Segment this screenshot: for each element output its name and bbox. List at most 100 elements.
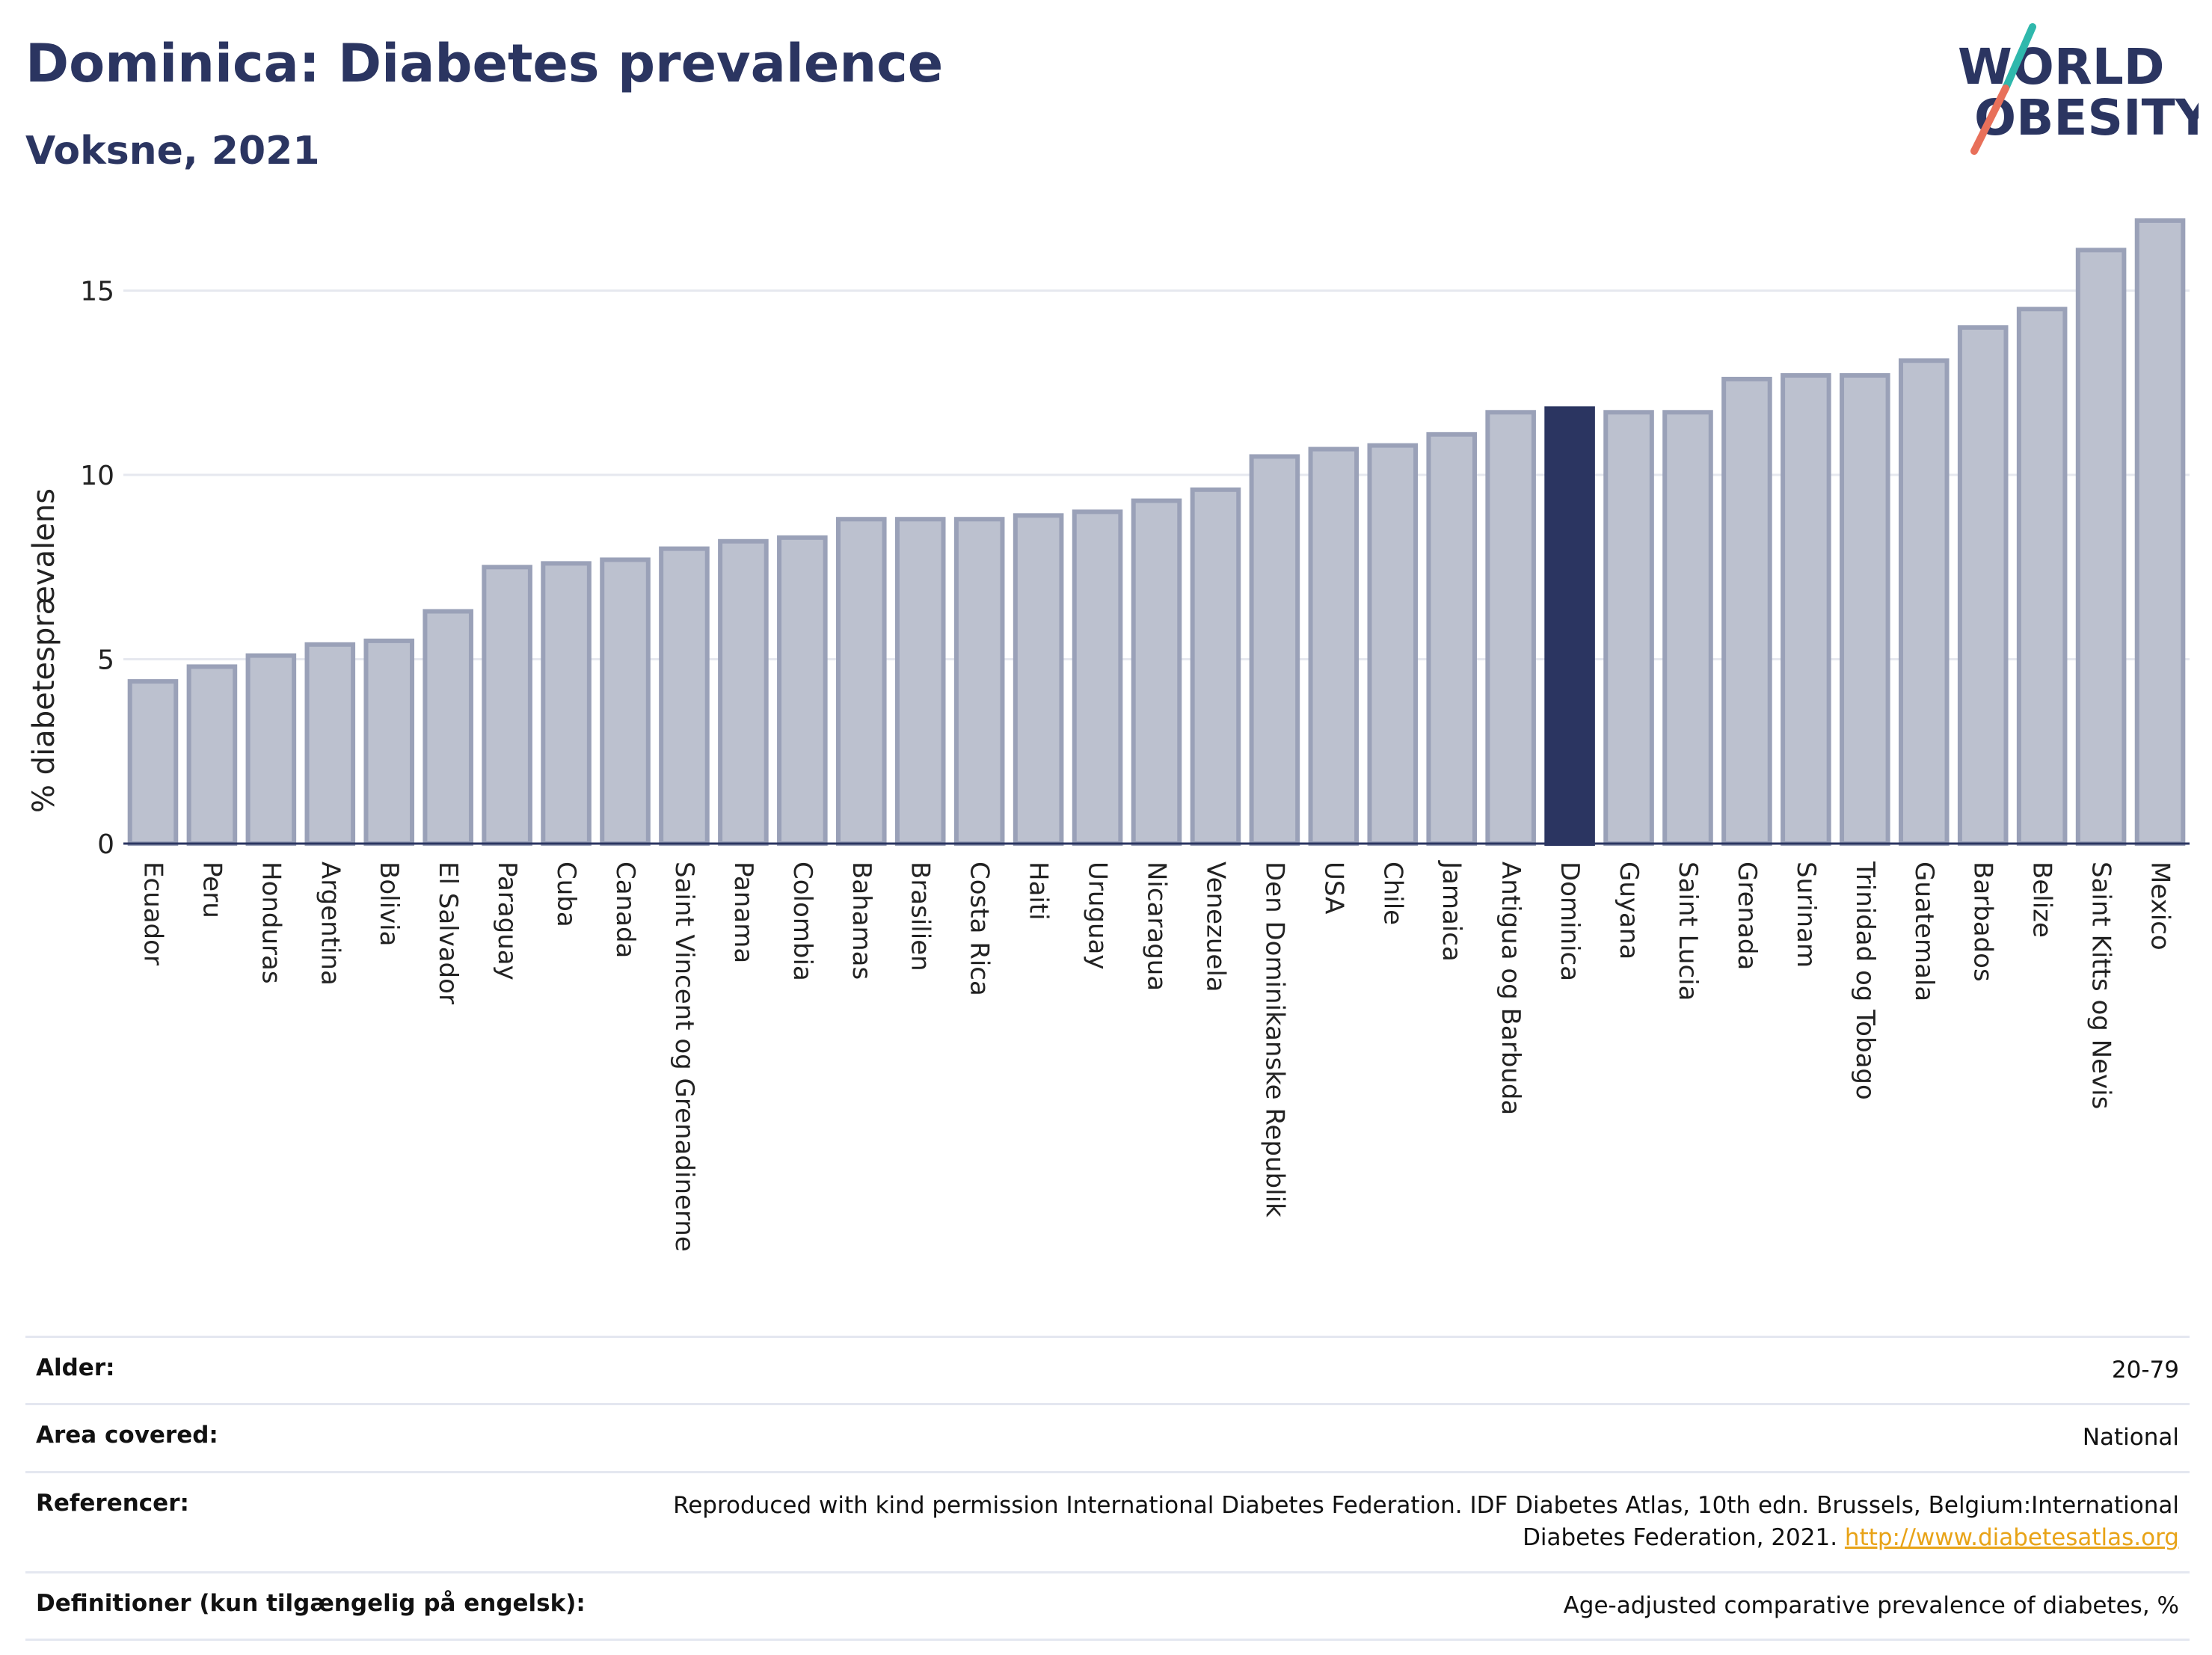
x-tick-label: USA bbox=[1318, 862, 1348, 914]
x-tick-label: El Salvador bbox=[433, 862, 463, 1004]
world-obesity-logo: WORLD OBESITY bbox=[1958, 23, 2199, 155]
bar-venezuela[interactable] bbox=[1190, 487, 1241, 847]
bar-canada[interactable] bbox=[600, 557, 651, 846]
bar-brasilien[interactable] bbox=[894, 517, 946, 847]
x-tick-label: Paraguay bbox=[492, 862, 522, 980]
logo-line1: WORLD bbox=[1958, 38, 2165, 96]
x-tick-label: Guyana bbox=[1614, 862, 1644, 959]
bar-mexico[interactable] bbox=[2134, 218, 2186, 847]
bar-haiti[interactable] bbox=[1013, 513, 1064, 846]
x-tick-label: Nicaragua bbox=[1142, 862, 1172, 991]
bar-dominica[interactable] bbox=[1544, 406, 1595, 846]
meta-row-area: Area covered: National bbox=[25, 1403, 2190, 1470]
x-tick-label: Panama bbox=[728, 862, 758, 963]
bar-ecuador[interactable] bbox=[127, 679, 179, 847]
x-tick-label: Argentina bbox=[315, 862, 345, 986]
bar-belize[interactable] bbox=[2016, 307, 2068, 846]
x-tick-label: Trinidad og Tobago bbox=[1850, 861, 1880, 1100]
x-tick-label: Grenada bbox=[1732, 862, 1762, 970]
x-tick-label: Colombia bbox=[787, 862, 817, 981]
definitions-value: Age-adjusted comparative prevalence of d… bbox=[1563, 1591, 2179, 1619]
logo-line2: OBESITY bbox=[1974, 89, 2199, 147]
x-tick-label: Chile bbox=[1377, 862, 1407, 925]
references-text: Reproduced with kind permission Internat… bbox=[673, 1491, 2179, 1552]
chart-title: Dominica: Diabetes prevalence bbox=[25, 33, 944, 94]
bar-saint-vincent-og-grenadinerne[interactable] bbox=[659, 546, 710, 846]
bar-chart: 0 5 10 15 Ecuador Peru Honduras Argentina Boliv… bbox=[27, 218, 2190, 1252]
x-tick-label: Surinam bbox=[1791, 862, 1821, 968]
metadata-table: Alder: 20-79 Area covered: National Refe… bbox=[25, 1336, 2190, 1641]
y-axis-title: % diabetesprævalens bbox=[27, 488, 61, 813]
y-tick-label: 5 bbox=[97, 645, 114, 676]
meta-row-references: Referencer: Reproduced with kind permiss… bbox=[25, 1470, 2190, 1571]
bar-saint-lucia[interactable] bbox=[1662, 410, 1713, 846]
x-tick-label: Antigua og Barbuda bbox=[1496, 862, 1526, 1115]
chart-subtitle: Voksne, 2021 bbox=[25, 129, 320, 174]
x-tick-label: Venezuela bbox=[1200, 862, 1230, 992]
bar-peru[interactable] bbox=[186, 664, 238, 847]
bar-el-salvador[interactable] bbox=[423, 609, 473, 847]
references-value: Reproduced with kind permission Internat… bbox=[609, 1490, 2179, 1555]
bar-jamaica[interactable] bbox=[1426, 432, 1478, 846]
x-tick-label: Ecuador bbox=[138, 862, 168, 965]
bar-bahamas[interactable] bbox=[835, 517, 887, 847]
bar-surinam[interactable] bbox=[1781, 372, 1831, 846]
definitions-label: Definitioner (kun tilgængelig på engelsk… bbox=[36, 1589, 586, 1617]
references-label: Referencer: bbox=[36, 1489, 189, 1517]
x-tick-label: Saint Lucia bbox=[1673, 862, 1703, 1001]
x-tick-label: Cuba bbox=[551, 862, 581, 927]
x-tick-label: Jamaica bbox=[1437, 860, 1466, 962]
bar-argentina[interactable] bbox=[304, 642, 356, 846]
x-tick-label: Honduras bbox=[256, 862, 286, 984]
area-label: Area covered: bbox=[36, 1422, 218, 1449]
bar-bolivia[interactable] bbox=[363, 638, 415, 846]
x-tick-label: Peru bbox=[197, 862, 227, 918]
x-tick-label: Uruguay bbox=[1083, 862, 1113, 970]
bar-guyana[interactable] bbox=[1603, 410, 1654, 846]
bar-costa-rica[interactable] bbox=[953, 517, 1005, 847]
y-tick-label: 15 bbox=[80, 277, 114, 307]
bar-grenada[interactable] bbox=[1721, 376, 1772, 846]
bar-cuba[interactable] bbox=[541, 561, 592, 846]
x-tick-label: Mexico bbox=[2145, 862, 2175, 951]
bar-barbados[interactable] bbox=[1957, 325, 2009, 847]
y-tick-label: 0 bbox=[97, 829, 114, 860]
meta-row-definitions: Definitioner (kun tilgængelig på engelsk… bbox=[25, 1570, 2190, 1641]
x-tick-label: Barbados bbox=[1968, 862, 1998, 982]
bar-nicaragua[interactable] bbox=[1131, 498, 1182, 846]
references-link[interactable]: http://www.diabetesatlas.org bbox=[1844, 1524, 2179, 1552]
x-tick-label: Den Dominikanske Republik bbox=[1259, 862, 1289, 1218]
bar-uruguay[interactable] bbox=[1072, 509, 1123, 847]
bar-den-dominikanske-republik[interactable] bbox=[1249, 454, 1300, 846]
meta-row-age: Alder: 20-79 bbox=[25, 1336, 2190, 1403]
x-tick-label: Brasilien bbox=[906, 862, 936, 971]
bar-usa[interactable] bbox=[1308, 446, 1360, 846]
bar-guatemala[interactable] bbox=[1898, 358, 1950, 846]
area-value: National bbox=[2082, 1424, 2179, 1452]
x-tick-label: Guatemala bbox=[1909, 862, 1939, 1001]
bars bbox=[127, 218, 2186, 847]
bar-honduras[interactable] bbox=[245, 653, 297, 846]
x-tick-label: Canada bbox=[610, 862, 640, 958]
bar-chile[interactable] bbox=[1367, 443, 1419, 846]
x-tick-label: Costa Rica bbox=[965, 862, 995, 996]
x-tick-label: Saint Vincent og Grenadinerne bbox=[669, 862, 699, 1252]
age-value: 20-79 bbox=[2111, 1357, 2179, 1384]
y-tick-label: 10 bbox=[80, 461, 114, 491]
bar-trinidad-og-tobago[interactable] bbox=[1840, 372, 1890, 846]
logo-slash-teal bbox=[2002, 23, 2036, 92]
bar-saint-kitts-og-nevis[interactable] bbox=[2075, 248, 2127, 847]
x-tick-label: Saint Kitts og Nevis bbox=[2086, 862, 2116, 1109]
age-label: Alder: bbox=[36, 1354, 115, 1381]
bar-antigua-og-barbuda[interactable] bbox=[1485, 410, 1536, 846]
x-tick-label: Bolivia bbox=[374, 862, 404, 946]
bar-paraguay[interactable] bbox=[482, 565, 532, 846]
logo-slash-coral bbox=[1970, 85, 2009, 155]
x-tick-label: Belize bbox=[2027, 862, 2057, 938]
bar-colombia[interactable] bbox=[777, 535, 828, 846]
bar-panama[interactable] bbox=[718, 538, 769, 846]
x-tick-label: Haiti bbox=[1024, 862, 1054, 921]
x-tick-label: Dominica bbox=[1555, 862, 1585, 981]
x-tick-label: Bahamas bbox=[847, 862, 876, 980]
category-labels: Ecuador Peru Honduras Argentina Bolivia El Sa… bbox=[138, 860, 2175, 1252]
